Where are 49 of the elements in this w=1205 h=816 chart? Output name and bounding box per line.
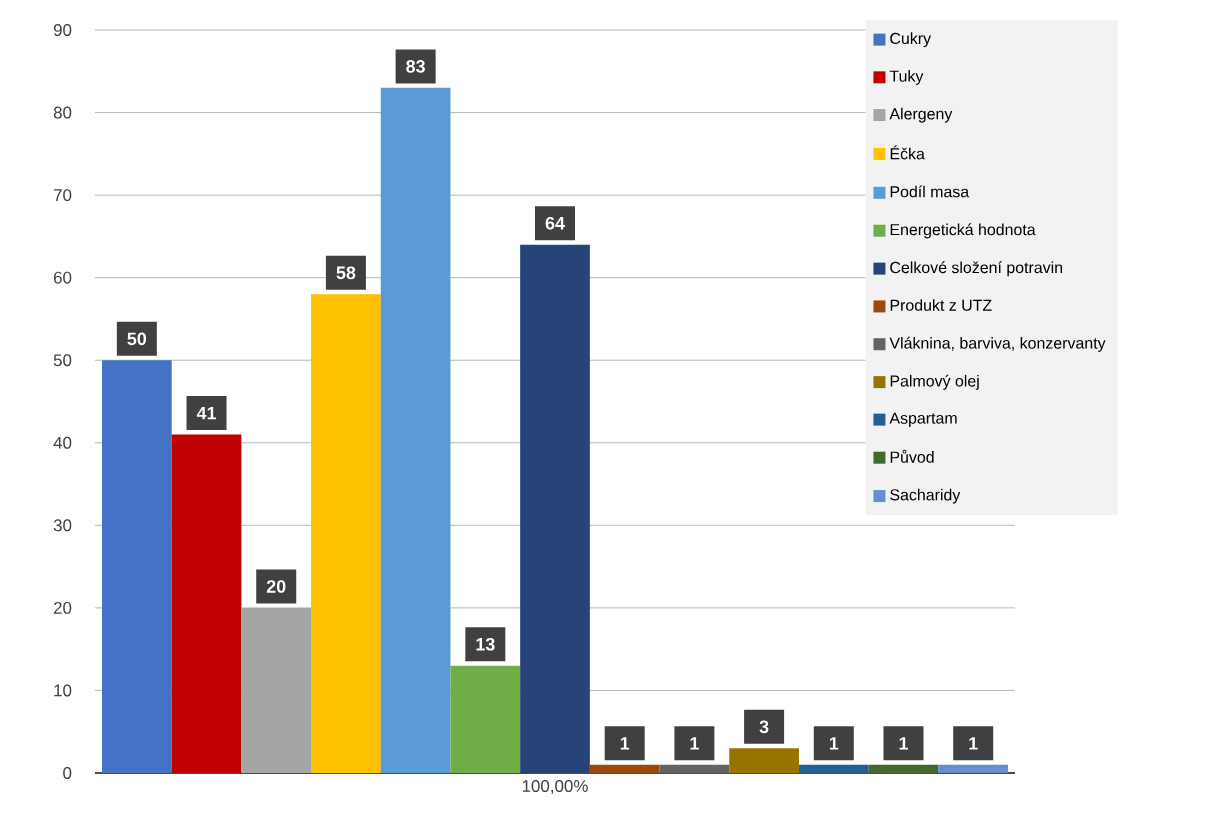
y-tick-label: 30 <box>53 519 72 532</box>
y-tick-label: 50 <box>53 354 72 367</box>
legend-label: Produkt z UTZ <box>890 299 992 311</box>
legend-label: Palmový olej <box>890 374 979 390</box>
bar <box>659 764 730 773</box>
bar <box>938 764 1009 773</box>
legend-label: Alergeny <box>889 107 953 123</box>
data-label: 41 <box>196 406 216 420</box>
legend-label: Energetická hodnota <box>890 223 1036 239</box>
data-label: 1 <box>690 737 699 750</box>
data-label: 1 <box>620 737 630 750</box>
data-label: 3 <box>759 720 769 734</box>
data-label: 83 <box>406 60 425 73</box>
x-tick-label: 100,00% <box>522 780 588 795</box>
bar <box>589 764 660 773</box>
y-tick-label: 80 <box>53 106 72 119</box>
data-label: 20 <box>266 580 286 593</box>
bar <box>380 87 451 773</box>
legend-label: Tuky <box>889 70 924 85</box>
legend-label: Původ <box>890 449 934 463</box>
legend-label: Vláknina, barviva, konzervanty <box>889 336 1106 352</box>
data-label: 50 <box>127 332 147 346</box>
legend-label: Podíl masa <box>890 185 970 198</box>
legend-label: Sacharidy <box>890 488 961 504</box>
data-label: 58 <box>336 266 356 280</box>
y-tick-label: 90 <box>53 24 72 36</box>
data-label: 1 <box>829 737 839 750</box>
bar <box>868 764 939 773</box>
data-label: 1 <box>899 737 908 750</box>
y-tick-label: 20 <box>53 601 72 614</box>
legend-label: Celkové složení potravin <box>890 261 1063 277</box>
bar <box>311 294 381 773</box>
y-tick-label: 10 <box>54 684 72 697</box>
legend-label: Éčka <box>890 145 925 160</box>
legend-label: Cukry <box>890 32 932 48</box>
bar <box>729 748 799 773</box>
data-label: 13 <box>476 637 495 651</box>
bar <box>450 665 521 773</box>
y-tick-label: 0 <box>63 767 72 779</box>
data-label: 1 <box>969 737 978 750</box>
bar <box>171 434 242 773</box>
bar <box>101 360 172 773</box>
y-tick-label: 40 <box>53 436 72 449</box>
y-tick-label: 70 <box>54 189 72 202</box>
bar <box>798 764 869 773</box>
y-tick-label: 60 <box>54 271 72 284</box>
legend-label: Aspartam <box>889 412 957 427</box>
data-label: 64 <box>545 216 565 230</box>
bar <box>520 244 590 773</box>
